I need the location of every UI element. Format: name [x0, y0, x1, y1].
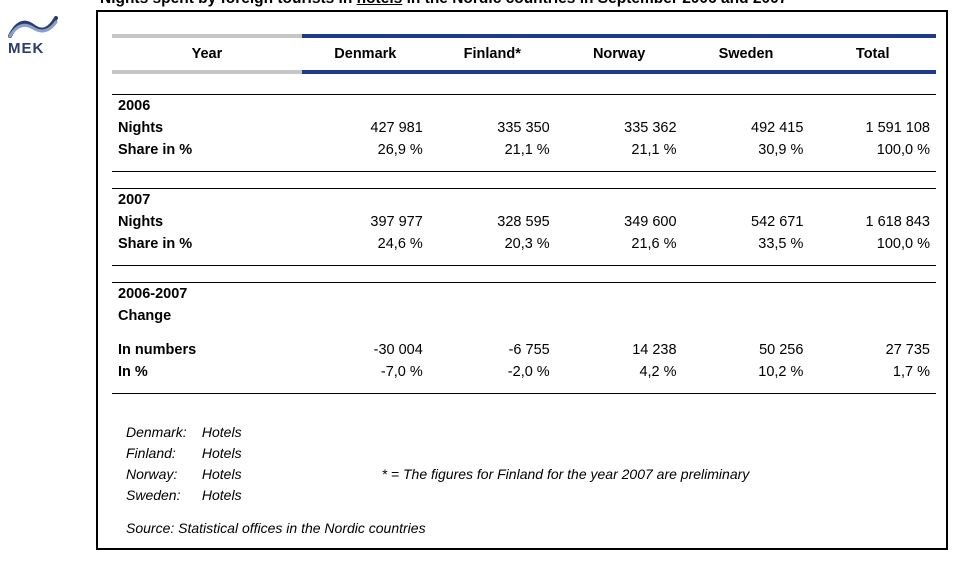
cell: 1,7 % [809, 361, 936, 383]
data-row: Share in %24,6 %20,3 %21,6 %33,5 %100,0 … [112, 233, 936, 255]
header-row: Year Denmark Finland* Norway Sweden Tota… [112, 38, 936, 70]
cell: 328 595 [429, 211, 556, 233]
cell: 10,2 % [683, 361, 810, 383]
source-line: Source: Statistical offices in the Nordi… [112, 506, 936, 536]
col-norway: Norway [556, 38, 683, 70]
cell: -2,0 % [429, 361, 556, 383]
cell: 335 362 [556, 117, 683, 139]
data-row: Nights427 981335 350335 362492 4151 591 … [112, 117, 936, 139]
cell: -30 004 [302, 339, 429, 361]
cell: 397 977 [302, 211, 429, 233]
title-post: in the Nordic countries in September 200… [402, 0, 787, 7]
col-finland: Finland* [429, 38, 556, 70]
cell: -7,0 % [302, 361, 429, 383]
data-row: Nights397 977328 595349 600542 6711 618 … [112, 211, 936, 233]
data-table: Year Denmark Finland* Norway Sweden Tota… [112, 34, 936, 394]
logo: MEK [8, 14, 88, 57]
footer-defs: Denmark: HotelsFinland: HotelsNorway: Ho… [112, 418, 936, 506]
data-row: Share in %26,9 %21,1 %21,1 %30,9 %100,0 … [112, 139, 936, 161]
cell: 1 591 108 [809, 117, 936, 139]
col-total: Total [809, 38, 936, 70]
footer-line: Sweden: Hotels [126, 485, 936, 506]
cell: 24,6 % [302, 233, 429, 255]
cell: -6 755 [429, 339, 556, 361]
cell: 21,1 % [429, 139, 556, 161]
title-underlined: hotels [357, 0, 403, 7]
footer-line: Denmark: Hotels [126, 422, 936, 443]
logo-icon [8, 14, 58, 38]
page-frame: Nights spent by foreign tourists in hote… [96, 10, 948, 550]
cell: 20,3 % [429, 233, 556, 255]
cell: 335 350 [429, 117, 556, 139]
cell: 4,2 % [556, 361, 683, 383]
group-sep: 2006-2007 [112, 283, 936, 306]
col-denmark: Denmark [302, 38, 429, 70]
cell: 30,9 % [683, 139, 810, 161]
cell: 1 618 843 [809, 211, 936, 233]
cell: 427 981 [302, 117, 429, 139]
group-sep: 2006 [112, 95, 936, 118]
group-subtitle: Change [112, 305, 936, 327]
group-bottom [112, 255, 936, 266]
group-bottom [112, 383, 936, 394]
col-year: Year [112, 38, 302, 70]
cell: 26,9 % [302, 139, 429, 161]
page-title: Nights spent by foreign tourists in hote… [100, 0, 787, 8]
cell: 100,0 % [809, 139, 936, 161]
data-row: In %-7,0 %-2,0 %4,2 %10,2 %1,7 % [112, 361, 936, 383]
cell: 50 256 [683, 339, 810, 361]
col-sweden: Sweden [683, 38, 810, 70]
group-bottom [112, 161, 936, 172]
cell: 33,5 % [683, 233, 810, 255]
cell: 21,1 % [556, 139, 683, 161]
cell: 492 415 [683, 117, 810, 139]
cell: 349 600 [556, 211, 683, 233]
data-row: In numbers-30 004-6 75514 23850 25627 73… [112, 339, 936, 361]
title-pre: Nights spent by foreign tourists in [100, 0, 357, 7]
footer-line: Norway: Hotels* = The figures for Finlan… [126, 464, 936, 485]
logo-text: MEK [8, 40, 88, 57]
cell: 27 735 [809, 339, 936, 361]
footer-line: Finland: Hotels [126, 443, 936, 464]
cell: 542 671 [683, 211, 810, 233]
cell: 14 238 [556, 339, 683, 361]
group-sep: 2007 [112, 189, 936, 212]
cell: 100,0 % [809, 233, 936, 255]
cell: 21,6 % [556, 233, 683, 255]
